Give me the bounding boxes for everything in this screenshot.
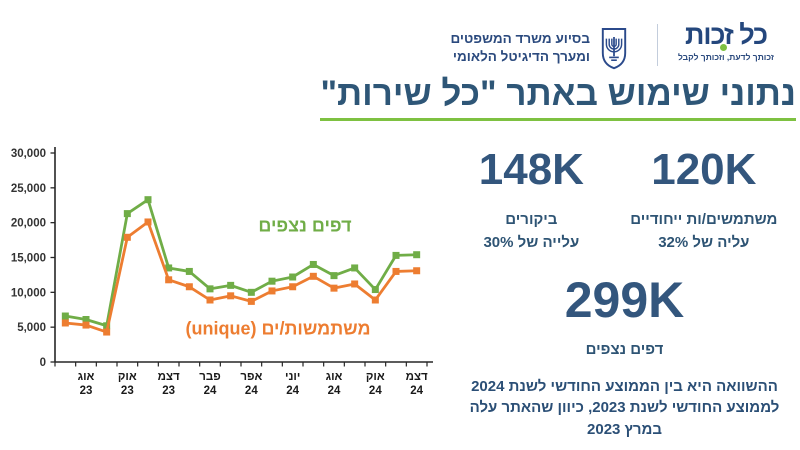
header-divider (657, 24, 658, 66)
y-tick-label: 10,000 (11, 287, 46, 299)
chart-marker-series-1 (82, 321, 90, 329)
chart-marker-series-0 (206, 285, 214, 293)
stats-panel: 148K ביקורים עלייה של 30% 120K משתמשים/ו… (452, 148, 797, 441)
x-label-month: אוק (366, 371, 385, 383)
x-label-year: 24 (328, 385, 341, 397)
chart-marker-series-1 (103, 328, 111, 336)
chart-marker-series-1 (413, 267, 421, 275)
x-label-month: אוק (118, 371, 137, 383)
x-label-month: אוג (78, 371, 95, 383)
comparison-note: ההשוואה היא בין הממוצע החודשי לשנת 2024 … (469, 377, 780, 439)
chart-marker-series-0 (392, 251, 400, 259)
chart-marker-series-0 (309, 260, 317, 268)
chart-marker-series-0 (185, 267, 193, 275)
x-label-year: 24 (369, 385, 382, 397)
chart-marker-series-1 (227, 292, 235, 300)
y-tick-label: 25,000 (11, 183, 46, 195)
chart-marker-series-1 (61, 319, 69, 327)
chart-marker-series-1 (123, 233, 131, 241)
y-tick-label: 30,000 (11, 148, 46, 160)
chart-marker-series-0 (144, 196, 152, 204)
chart-marker-series-0 (351, 264, 359, 272)
chart-marker-series-0 (371, 286, 379, 294)
x-label-year: 23 (162, 385, 175, 397)
chart-marker-series-0 (289, 273, 297, 281)
ministry-credit-line1: בסיוע משרד המשפטים (450, 31, 590, 46)
chart-marker-series-1 (330, 284, 338, 292)
stat-visits-value: 148K (478, 145, 584, 194)
stat-unique-users-label: משתמשים/ות ייחודיים (630, 211, 778, 228)
stat-visits-label: ביקורים (505, 211, 558, 228)
chart-marker-series-0 (268, 277, 276, 285)
chart-marker-series-1 (351, 280, 359, 288)
chart-marker-series-0 (61, 312, 69, 320)
stat-unique-users: 120K משתמשים/ות ייחודיים עליה של 32% (611, 148, 797, 254)
chart-marker-series-0 (165, 264, 173, 272)
chart-line-series-0 (65, 198, 417, 328)
x-label-year: 24 (245, 385, 258, 397)
chart-marker-series-1 (185, 283, 193, 291)
chart-marker-series-1 (206, 296, 214, 304)
y-tick-label: 20,000 (11, 218, 46, 230)
chart-marker-series-1 (309, 272, 317, 280)
stat-page-views-label: דפים נצפים (585, 341, 664, 358)
green-dot-icon (720, 44, 727, 51)
stat-unique-users-value: 120K (651, 145, 757, 194)
stat-visits-change: עלייה של 30% (483, 233, 580, 251)
x-label-year: 23 (80, 385, 93, 397)
usage-line-chart: 0 5,000 10,000 15,000 20,000 25,000 30,000 אוג 2… (0, 140, 450, 435)
stat-visits: 148K ביקורים עלייה של 30% (452, 148, 611, 254)
x-label-month: אפר (240, 371, 262, 383)
chart-marker-series-0 (413, 251, 421, 259)
y-tick-label: 0 (40, 357, 46, 369)
x-label-month: יוני (285, 371, 300, 383)
ministry-credit: בסיוע משרד המשפטים ומערך הדיגיטל הלאומי (450, 30, 590, 66)
y-tick-label: 15,000 (11, 253, 46, 265)
chart-marker-series-1 (165, 276, 173, 284)
kol-zchut-logo: כל זכות זכותך לדעת, וזכותך לקבל (670, 20, 782, 63)
chart-marker-series-0 (227, 281, 235, 289)
page-title: נתוני שימוש באתר "כל שירות" (320, 75, 796, 121)
chart-marker-series-0 (123, 210, 131, 218)
legend-unique-users: משתמשות/ים (unique) (185, 318, 371, 339)
chart-marker-series-1 (392, 267, 400, 275)
x-label-month: דצמ (406, 371, 428, 383)
chart-marker-series-1 (371, 296, 379, 304)
x-label-year: 24 (286, 385, 299, 397)
y-tick-label: 5,000 (17, 322, 46, 334)
x-label-year: 24 (204, 385, 217, 397)
chart-marker-series-0 (82, 316, 90, 324)
stat-page-views-value: 299K (564, 272, 685, 328)
ministry-credit-line2: ומערך הדיגיטל הלאומי (452, 49, 590, 65)
chart-marker-series-1 (144, 218, 152, 226)
stat-page-views: 299K דפים נצפים (452, 275, 797, 362)
kol-zchut-tagline: זכותך לדעת, וזכותך לקבל (677, 52, 775, 62)
x-label-month: פבר (199, 371, 220, 383)
chart-marker-series-1 (247, 297, 255, 305)
title-block: נתוני שימוש באתר "כל שירות" (320, 75, 796, 121)
chart-marker-series-0 (330, 272, 338, 280)
chart-svg: 0 5,000 10,000 15,000 20,000 25,000 30,000 אוג 2… (11, 147, 433, 397)
x-label-month: אוג (326, 371, 343, 383)
chart-marker-series-0 (247, 288, 255, 296)
chart-marker-series-1 (289, 283, 297, 291)
kol-zchut-logo-text: כל זכות (684, 20, 768, 50)
x-label-month: דצמ (158, 371, 180, 383)
chart-marker-series-1 (268, 287, 276, 295)
israel-emblem-icon (598, 26, 630, 72)
stat-row: 148K ביקורים עלייה של 30% 120K משתמשים/ו… (452, 148, 797, 254)
x-label-year: 23 (121, 385, 134, 397)
legend-pages-viewed: דפים נצפים (258, 215, 352, 236)
x-label-year: 24 (410, 385, 423, 397)
stat-unique-users-change: עליה של 32% (658, 233, 750, 251)
